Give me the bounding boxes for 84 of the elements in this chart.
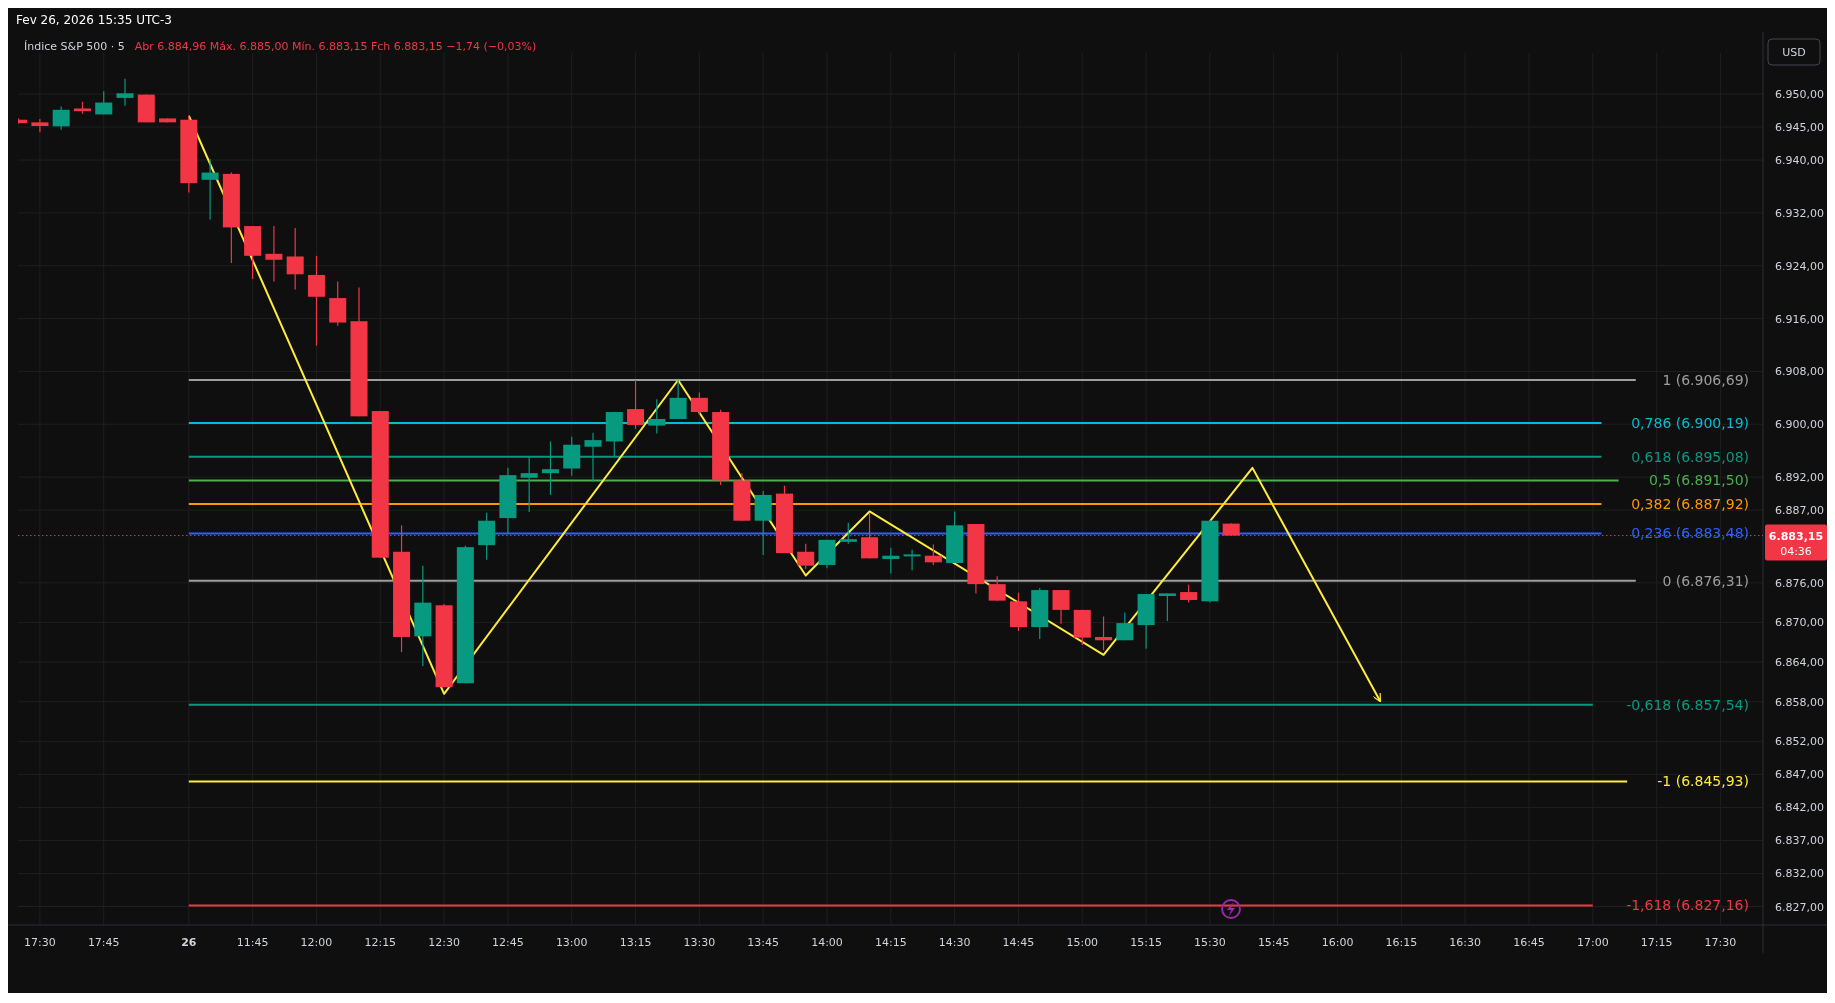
x-tick-label: 13:45	[747, 936, 780, 949]
chart-title: Índice S&P 500 · 5	[24, 40, 125, 53]
x-tick-label: 14:15	[874, 936, 907, 949]
ref-line-label: 0,382 (6.887,92)	[1631, 496, 1749, 513]
y-tick-label: 6.852,00	[1775, 735, 1824, 749]
ref-line-label: -0,618 (6.857,54)	[1626, 696, 1749, 713]
x-tick-label: 13:00	[555, 936, 588, 949]
ref-line-label: -1 (6.845,93)	[1657, 773, 1749, 790]
x-tick-label: 15:15	[1130, 936, 1162, 949]
y-tick-label: 6.945,00	[1775, 120, 1824, 134]
candlestick	[1158, 592, 1176, 622]
x-tick-label: 15:45	[1257, 936, 1290, 949]
chart-subtitle: Abr 6.884,96 Máx. 6.885,00 Mín. 6.883,15 Fch 6.883,15 −1,74 (−0,03%)	[134, 40, 537, 53]
ref-line-label: -1,618 (6.827,16)	[1626, 897, 1749, 914]
candlestick	[307, 255, 325, 347]
y-tick-label: 6.892,00	[1775, 471, 1824, 485]
x-tick-label: 14:00	[811, 936, 843, 949]
text: 04:36	[1780, 544, 1812, 558]
x-tick-label: 26	[181, 936, 197, 949]
x-tick-label: 15:00	[1066, 936, 1099, 949]
x-tick-label: 16:00	[1321, 936, 1354, 949]
y-tick-label: 6.940,00	[1775, 154, 1824, 168]
y-tick-label: 6.916,00	[1775, 312, 1824, 326]
ref-line-label: 0,5 (6.891,50)	[1649, 472, 1749, 489]
y-tick-label: 6.900,00	[1775, 418, 1824, 432]
candlestick	[1095, 615, 1113, 651]
y-tick-label: 6.924,00	[1775, 259, 1824, 273]
y-tick-label: 6.842,00	[1775, 801, 1824, 815]
x-tick-label: 14:45	[1002, 936, 1035, 949]
y-tick-label: 6.832,00	[1775, 867, 1824, 881]
text: Fev 26, 2026 15:35 UTC-3	[16, 13, 172, 27]
y-tick-label: 6.864,00	[1775, 656, 1824, 670]
candlestick	[1116, 611, 1134, 641]
ref-line-label: 0,618 (6.895,08)	[1631, 448, 1749, 465]
x-tick-label: 12:30	[428, 936, 460, 949]
y-tick-label: 6.847,00	[1775, 768, 1824, 782]
y-tick-label: 6.887,00	[1775, 504, 1824, 518]
y-tick-label: 6.932,00	[1775, 206, 1824, 220]
candlestick	[286, 227, 304, 291]
candlestick	[116, 78, 134, 107]
candlestick	[882, 547, 900, 575]
x-tick-label: 16:30	[1449, 936, 1482, 949]
x-tick-label: 15:30	[1194, 936, 1226, 949]
candlestick	[648, 398, 666, 435]
y-tick-label: 6.837,00	[1775, 834, 1824, 848]
x-tick-label: 13:30	[683, 936, 716, 949]
x-tick-label: 17:30	[24, 936, 56, 949]
candlestick	[797, 543, 815, 570]
x-tick-label: 14:30	[938, 936, 971, 949]
text: USD	[1782, 46, 1806, 59]
candlestick	[669, 378, 687, 420]
ref-line-label: 0,786 (6.900,19)	[1631, 415, 1749, 432]
ref-line-label: 6.883,15	[1768, 529, 1824, 543]
candlestick	[1052, 589, 1070, 625]
ref-line-label: 1 (6.906,69)	[1662, 372, 1749, 389]
x-tick-label: 12:00	[300, 936, 333, 949]
candlestick	[690, 391, 708, 416]
x-tick-label: 12:45	[492, 936, 524, 949]
candlestick	[839, 522, 857, 545]
x-tick-label: 17:00	[1576, 936, 1609, 949]
x-tick-label: 16:45	[1513, 936, 1545, 949]
x-tick-label: 11:45	[236, 936, 269, 949]
x-tick-label: 16:15	[1385, 936, 1418, 949]
x-tick-label: 13:15	[619, 936, 652, 949]
candlestick	[627, 379, 645, 430]
candlestick	[903, 549, 921, 571]
candlestick	[31, 118, 49, 133]
y-tick-label: 6.870,00	[1775, 616, 1824, 630]
candlestick	[201, 158, 219, 221]
candlestick	[52, 105, 70, 131]
ref-line-label: 0 (6.876,31)	[1662, 572, 1749, 589]
x-tick-label: 17:15	[1640, 936, 1673, 949]
candlestick	[924, 543, 942, 566]
y-tick-label: 6.950,00	[1775, 87, 1824, 101]
y-tick-label: 6.827,00	[1775, 900, 1824, 914]
candlestick	[988, 575, 1006, 602]
x-tick-label: 12:15	[364, 936, 397, 949]
y-tick-label: 6.908,00	[1775, 365, 1824, 379]
x-tick-label: 17:30	[1704, 936, 1737, 949]
x-tick-label: 17:45	[87, 936, 120, 949]
candlestick	[265, 225, 283, 283]
ref-line-label: 0,236 (6.883,48)	[1631, 525, 1749, 542]
y-tick-label: 6.858,00	[1775, 695, 1824, 709]
y-tick-label: 6.876,00	[1775, 576, 1824, 590]
